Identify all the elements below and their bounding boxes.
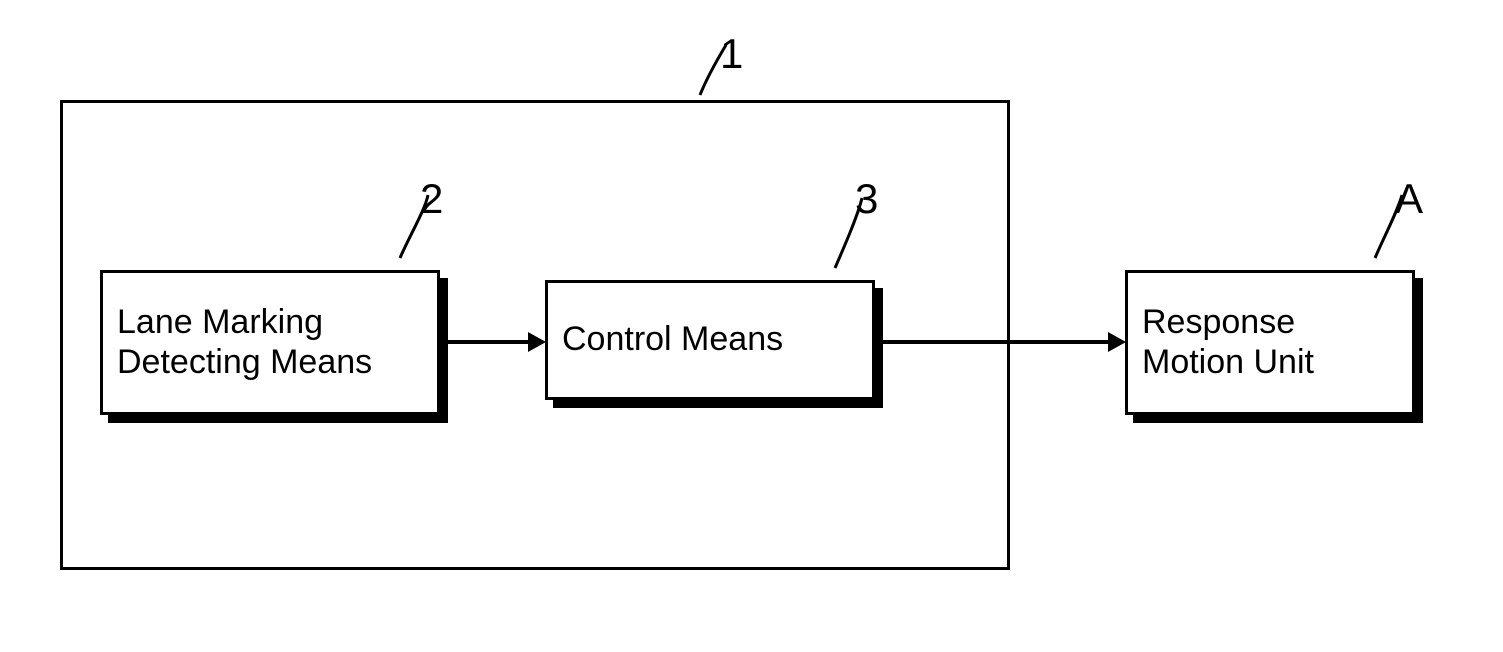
- reference-label-1: 1: [720, 30, 743, 78]
- reference-label-2: 2: [420, 175, 443, 223]
- arrow-3-to-A: [883, 340, 1108, 344]
- arrow-head-3-to-A: [1108, 332, 1126, 352]
- reference-label-3: 3: [855, 175, 878, 223]
- reference-label-A: A: [1395, 175, 1423, 223]
- block-response-motion-unit: Response Motion Unit: [1125, 270, 1423, 423]
- arrow-2-to-3: [448, 340, 528, 344]
- block-A-text-line2: Motion Unit: [1142, 343, 1314, 381]
- diagram-canvas: 1 Lane Marking Detecting Means 2 Control…: [0, 0, 1503, 652]
- block-3-text-line1: Control Means: [562, 320, 783, 358]
- arrow-head-2-to-3: [528, 332, 546, 352]
- block-2-text-line2: Detecting Means: [117, 343, 372, 381]
- block-control-means: Control Means: [545, 280, 883, 408]
- block-A-text-line1: Response: [1142, 303, 1295, 341]
- block-lane-marking-detecting: Lane Marking Detecting Means: [100, 270, 448, 423]
- block-2-text-line1: Lane Marking: [117, 303, 323, 341]
